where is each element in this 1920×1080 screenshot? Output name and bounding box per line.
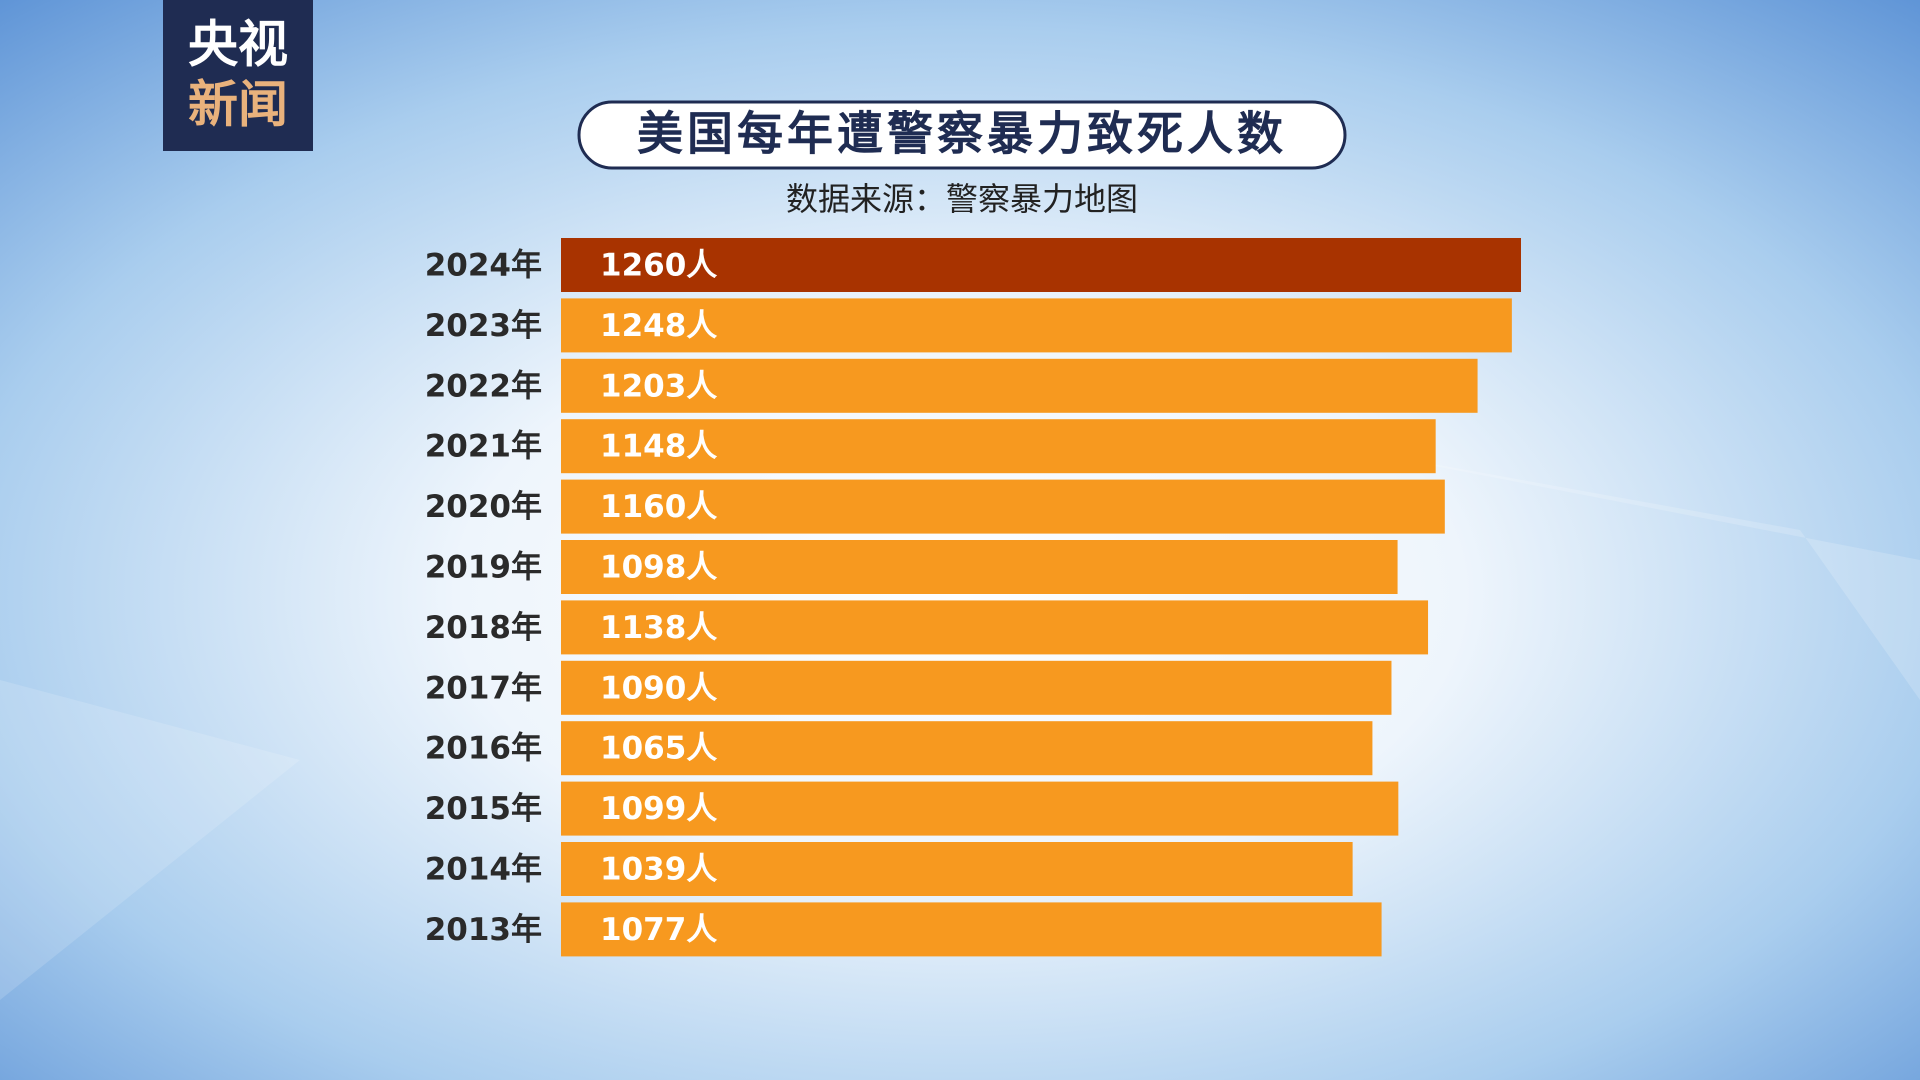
value-label: 1148人 (600, 429, 717, 465)
y-tick-label: 2014年 (425, 852, 542, 888)
y-tick-label: 2019年 (425, 550, 542, 586)
bar (561, 298, 1512, 353)
y-tick-label: 2018年 (425, 610, 542, 646)
bar (561, 721, 1373, 776)
decor (0, 680, 300, 1000)
y-tick-label: 2022年 (425, 368, 542, 404)
bar (561, 842, 1353, 896)
value-label: 1039人 (600, 852, 717, 888)
logo-text: 央视 (188, 16, 288, 74)
value-label: 1203人 (600, 368, 717, 404)
value-label: 1090人 (600, 670, 717, 706)
bar (561, 902, 1382, 957)
y-tick-label: 2016年 (425, 731, 542, 767)
y-tick-label: 2020年 (425, 489, 542, 525)
value-label: 1098人 (600, 550, 717, 586)
bar (561, 238, 1521, 292)
y-tick-label: 2013年 (425, 912, 542, 948)
title-pill (577, 100, 1347, 170)
chart-subtitle: 数据来源：警察暴力地图 (786, 180, 1138, 218)
value-label: 1160人 (600, 489, 717, 525)
value-label: 1138人 (600, 610, 717, 646)
bar (561, 660, 1392, 715)
bar (561, 358, 1478, 413)
logo-text: 新闻 (188, 76, 288, 134)
bar (561, 781, 1399, 836)
value-label: 1248人 (600, 308, 717, 344)
bar (561, 419, 1436, 474)
y-tick-label: 2021年 (425, 429, 542, 465)
y-tick-label: 2024年 (425, 248, 542, 284)
y-tick-label: 2017年 (425, 670, 542, 706)
bar (561, 540, 1398, 594)
logo-box (163, 0, 313, 151)
value-label: 1065人 (600, 731, 717, 767)
chart-title: 美国每年遭警察暴力致死人数 (637, 107, 1287, 161)
value-label: 1077人 (600, 912, 717, 948)
value-label: 1099人 (600, 791, 717, 827)
value-label: 1260人 (600, 248, 717, 284)
y-tick-label: 2023年 (425, 308, 542, 344)
y-tick-label: 2015年 (425, 791, 542, 827)
bar (561, 600, 1429, 655)
bar (561, 479, 1445, 534)
